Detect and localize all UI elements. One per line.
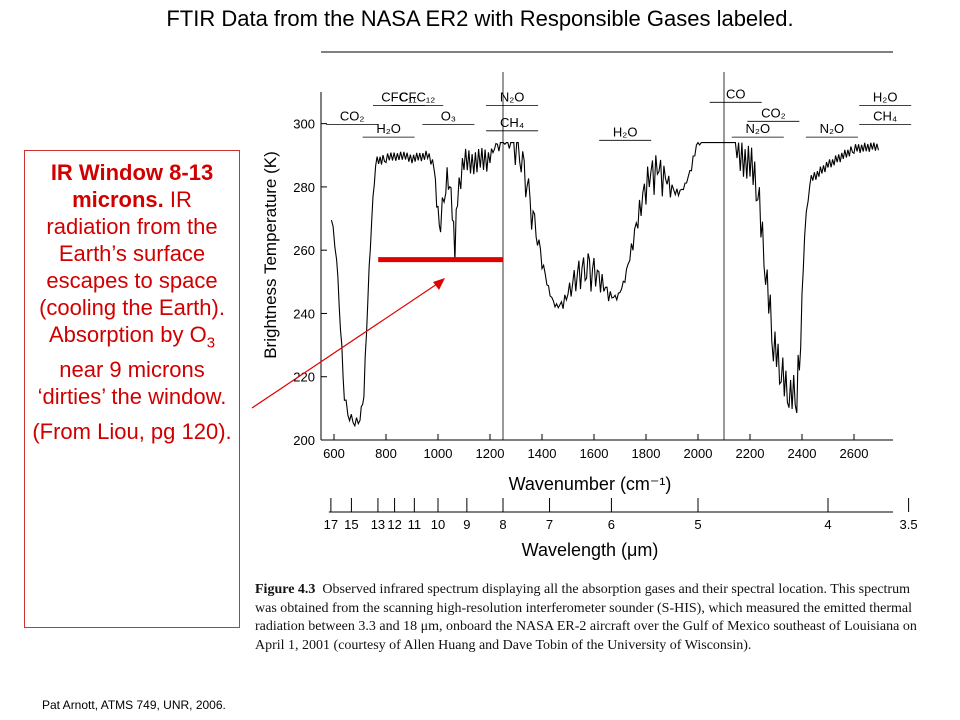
x-tick-label: 1800 — [632, 446, 661, 461]
gas-label: O₃ — [441, 108, 456, 123]
wavelength-tick-label: 8 — [499, 517, 506, 532]
gas-label: H₂O — [873, 89, 898, 104]
wavelength-tick-label: 12 — [387, 517, 401, 532]
callout-subscript: 3 — [206, 334, 216, 352]
wavelength-tick-label: 7 — [546, 517, 553, 532]
x-axis-label: Wavenumber (cm⁻¹) — [509, 474, 672, 494]
x-tick-label: 1200 — [476, 446, 505, 461]
wavelength-tick-label: 9 — [463, 517, 470, 532]
spectrum-series — [330, 141, 880, 428]
x-tick-label: 1000 — [424, 446, 453, 461]
y-tick-label: 200 — [293, 433, 315, 448]
callout-arrow-line — [251, 281, 441, 409]
x-tick-label: 2600 — [840, 446, 869, 461]
wavelength-tick-label: 13 — [371, 517, 385, 532]
footer-credit: Pat Arnott, ATMS 749, UNR, 2006. — [42, 698, 226, 712]
y-tick-label: 300 — [293, 117, 315, 132]
wavelength-tick-label: 17 — [324, 517, 338, 532]
callout-arrow-head — [433, 278, 445, 290]
wavelength-tick-label: 3.5 — [900, 517, 918, 532]
x-tick-label: 2200 — [736, 446, 765, 461]
y-tick-label: 240 — [293, 306, 315, 321]
wavelength-tick-label: 15 — [344, 517, 358, 532]
gas-label: CFC₁₂ — [399, 89, 435, 104]
x-tick-label: 1600 — [580, 446, 609, 461]
wavelength-tick-label: 4 — [824, 517, 831, 532]
gas-label: CO — [726, 86, 746, 101]
gas-label: N₂O — [820, 121, 845, 136]
wavelength-axis-label: Wavelength (μm) — [522, 540, 659, 560]
callout-text-1: IR radiation from the Earth’s surface es… — [39, 187, 225, 347]
gas-label: N₂O — [746, 121, 771, 136]
x-tick-label: 1400 — [528, 446, 557, 461]
x-tick-label: 2000 — [684, 446, 713, 461]
y-tick-label: 220 — [293, 370, 315, 385]
callout-heading: IR Window 8-13 microns. — [50, 160, 214, 212]
gas-label: H₂O — [376, 121, 401, 136]
slide-title: FTIR Data from the NASA ER2 with Respons… — [166, 6, 794, 31]
markers — [251, 257, 503, 409]
gas-label: CH₄ — [873, 108, 897, 123]
figure-label: Figure 4.3 — [255, 582, 316, 597]
wavelength-tick-label: 6 — [608, 517, 615, 532]
chart-axes: 200 220 240 260 280 300 600 800 1000 1200 1400 1600… — [293, 51, 893, 461]
figure-caption: Figure 4.3 Observed infrared spectrum di… — [255, 581, 935, 655]
y-tick-label: 280 — [293, 180, 315, 195]
callout-text-2: near 9 microns ‘dirties’ the window. — [37, 357, 227, 410]
wavelength-tick-label: 5 — [694, 517, 701, 532]
x-tick-label: 800 — [375, 446, 397, 461]
gas-label: CFC₁₁ — [381, 89, 417, 104]
gas-label: CO₂ — [761, 105, 786, 120]
gas-label: CH₄ — [500, 115, 524, 130]
spectrum-line — [330, 141, 880, 428]
caption-text: Observed infrared spectrum displaying al… — [255, 582, 917, 653]
x-tick-label: 600 — [323, 446, 345, 461]
x-tick-label: 2400 — [788, 446, 817, 461]
gas-label: CO₂ — [340, 108, 365, 123]
wavelength-tick-label: 10 — [431, 517, 445, 532]
y-tick-label: 260 — [293, 243, 315, 258]
ir-window-callout: IR Window 8-13 microns. IR radiation fro… — [24, 150, 240, 628]
callout-source: (From Liou, pg 120). — [32, 419, 232, 445]
wavelength-axis: 17 15 13 12 11 10 9 8 7 6 5 4 3.5 — [324, 498, 918, 532]
y-axis-label: Brightness Temperature (K) — [261, 151, 280, 359]
callout-body: IR Window 8-13 microns. IR radiation fro… — [29, 159, 235, 410]
wavelength-tick-label: 11 — [408, 517, 422, 532]
gas-label: N₂O — [500, 89, 525, 104]
gas-label: H₂O — [613, 124, 638, 139]
